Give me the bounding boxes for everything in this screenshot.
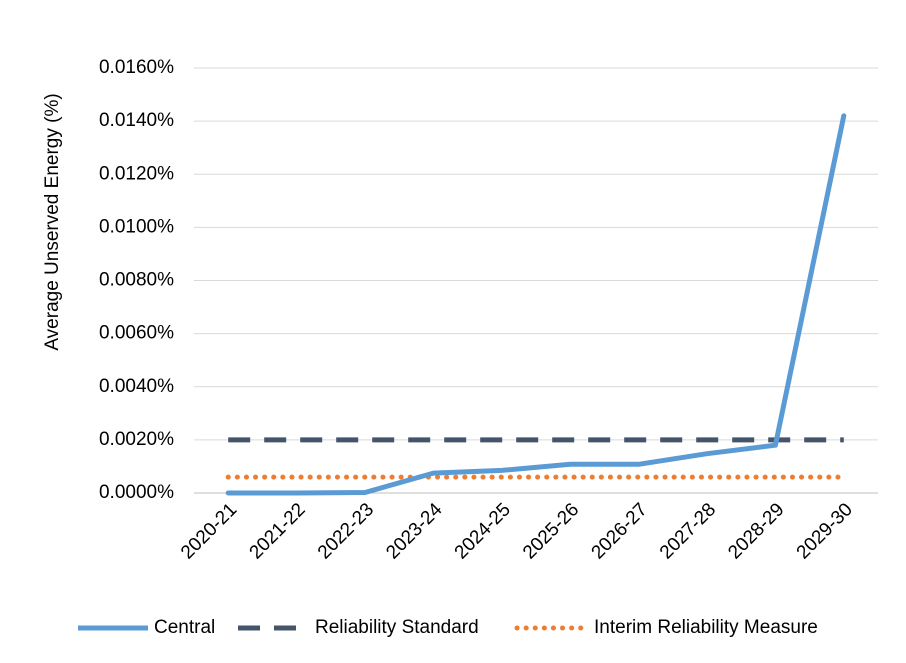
y-tick-label: 0.0080% [99,270,174,291]
y-tick-label: 0.0120% [99,163,174,184]
y-tick-label: 0.0100% [99,216,174,237]
x-tick-label: 2028-29 [724,499,788,563]
legend-label: Reliability Standard [315,617,479,638]
legend-label: Central [154,617,215,638]
y-tick-label: 0.0160% [99,57,174,78]
x-tick-label: 2025-26 [519,499,583,563]
gridlines [194,67,878,441]
legend: Central Reliability Standard Interim Relia… [78,617,818,638]
y-tick-label: 0.0060% [99,323,174,344]
series-lines [225,113,847,496]
y-tick-label: 0.0020% [99,429,174,450]
y-tick-labels: 0.0000% 0.0020% 0.0040% 0.0060% 0.0080% 0.010… [99,57,174,503]
legend-label: Interim Reliability Measure [594,617,818,638]
x-tick-label: 2024-25 [451,499,515,563]
y-axis-title: Average Unserved Energy (%) [42,93,63,350]
x-tick-label: 2020-21 [177,499,241,563]
y-tick-label: 0.0040% [99,376,174,397]
x-tick-labels: 2020-21 2021-22 2022-23 2023-24 2024-25 2025-… [177,499,857,563]
x-tick-label: 2021-22 [246,499,310,563]
x-tick-label: 2027-28 [656,499,720,563]
x-tick-label: 2029-30 [793,499,857,563]
x-tick-label: 2022-23 [314,499,378,563]
y-tick-label: 0.0000% [99,482,174,503]
series-line-central [225,113,847,496]
x-tick-label: 2026-27 [588,499,652,563]
y-tick-label: 0.0140% [99,110,174,131]
x-tick-label: 2023-24 [382,499,446,563]
